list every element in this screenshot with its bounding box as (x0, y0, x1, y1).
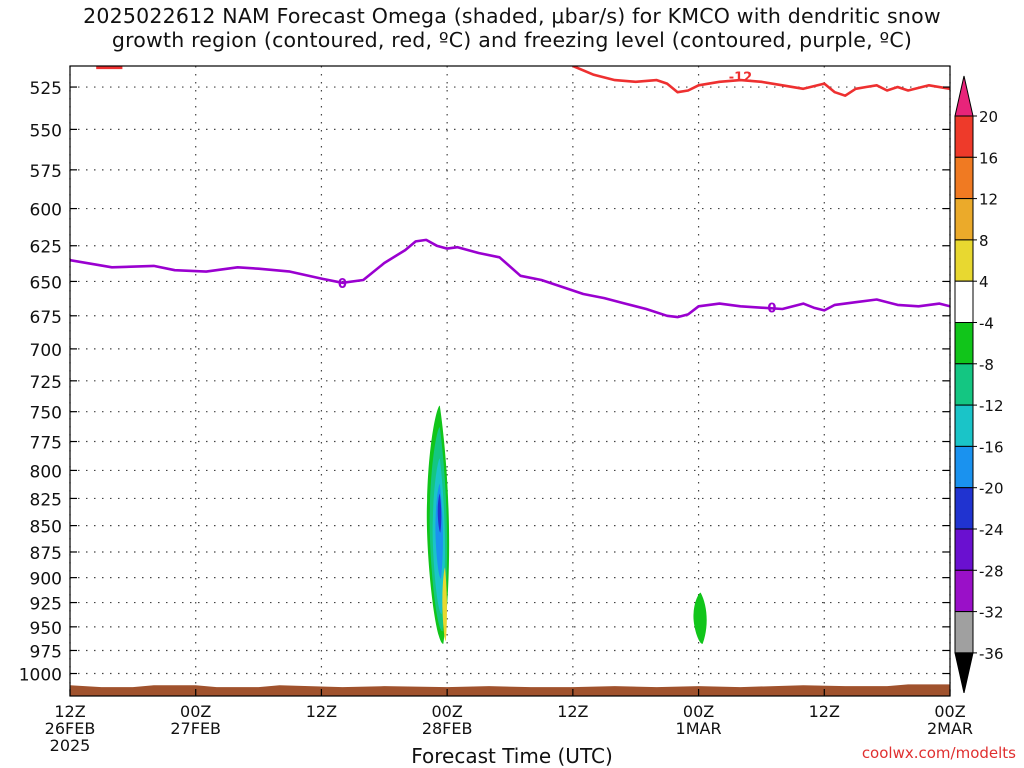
x-tick-label: 28FEB (422, 719, 473, 738)
chart-title: 2025022612 NAM Forecast Omega (shaded, μ… (0, 4, 1024, 52)
colorbar-tick-label: -8 (979, 356, 994, 374)
y-tick-label: 600 (30, 201, 62, 221)
colorbar-segment (954, 156, 974, 200)
y-tick-label: 750 (30, 404, 62, 424)
x-tick-label: 00Z (180, 702, 211, 721)
x-tick-label: 2MAR (927, 719, 973, 738)
x-tick-label: 12Z (557, 702, 588, 721)
colorbar-segment (954, 611, 974, 654)
y-tick-label: 725 (30, 373, 62, 393)
x-tick-label: 2025 (50, 736, 91, 755)
colorbar-tick-label: -24 (979, 521, 1004, 539)
x-tick-label: 00Z (934, 702, 965, 721)
colorbar-segment (954, 322, 974, 365)
colorbar-tick-label: -4 (979, 315, 994, 333)
x-tick-label: 27FEB (170, 719, 221, 738)
freezing-level-contour (70, 238, 950, 319)
colorbar-tick-label: 16 (979, 149, 998, 167)
x-tick-label: 00Z (683, 702, 714, 721)
y-tick-label: 575 (30, 162, 62, 182)
colorbar-segment (954, 445, 974, 489)
colorbar-tick-label: 12 (979, 191, 998, 209)
x-axis-label: Forecast Time (UTC) (411, 744, 613, 768)
x-tick-label: 26FEB (45, 719, 96, 738)
terrain (70, 684, 950, 696)
omega-contour-fill (437, 493, 442, 533)
colorbar-segment (954, 280, 974, 324)
colorbar-tick-label: -20 (979, 480, 1004, 498)
dgz-label: -12 (729, 71, 753, 86)
freezing-level-label: 0 (767, 302, 776, 317)
colorbar-tick-label: 20 (979, 108, 998, 126)
y-tick-label: 650 (30, 273, 62, 293)
colorbar-segment (954, 198, 974, 241)
contours (70, 66, 950, 319)
y-tick-label: 675 (30, 308, 62, 328)
dgz-contour (572, 66, 950, 97)
colorbar-tick-label: 4 (979, 273, 989, 291)
y-tick-label: 775 (30, 434, 62, 454)
colorbar-segment (954, 239, 974, 282)
omega-contour-fill (442, 567, 447, 642)
omega-contour-fill (435, 483, 443, 579)
chart-title-line-2: growth region (contoured, red, ºC) and f… (111, 28, 913, 52)
colorbar-segment (954, 487, 974, 530)
terrain-fill (70, 684, 950, 696)
axes: 525 550 575 600 625 650 675 700 725 750 775 800 825 8… (19, 65, 973, 755)
y-tick-label: 1000 (19, 666, 62, 686)
y-tick-label: 975 (30, 642, 62, 662)
omega-contour-fill (693, 592, 707, 644)
colorbar-bottom-triangle (954, 652, 974, 694)
grid (69, 66, 951, 696)
y-tick-label: 875 (30, 544, 62, 564)
colorbar-tick-label: -16 (979, 438, 1004, 456)
colorbar-segment (954, 404, 974, 447)
y-tick-label: 925 (30, 595, 62, 615)
colorbar-segment (954, 115, 974, 158)
colorbar-tick-label: -12 (979, 397, 1004, 415)
credit-text: coolwx.com/modelts (861, 744, 1016, 762)
colorbar-segment (954, 363, 974, 406)
colorbar-tick-label: 8 (979, 232, 989, 250)
colorbar-top-triangle (954, 75, 974, 117)
y-tick-label: 700 (30, 341, 62, 361)
contour-labels: 0 0 -12 (338, 71, 777, 317)
y-tick-label: 550 (30, 121, 62, 141)
colorbar: 20 16 12 8 4 -4 -8 -12 -16 -20 -24 -28 -32 -36 (954, 75, 1004, 694)
chart-title-line-1: 2025022612 NAM Forecast Omega (shaded, μ… (83, 4, 941, 28)
colorbar-tick-label: -36 (979, 645, 1004, 663)
y-tick-label: 825 (30, 490, 62, 510)
y-tick-label: 950 (30, 619, 62, 639)
colorbar-tick-label: -32 (979, 604, 1004, 622)
y-tick-label: 625 (30, 238, 62, 258)
colorbar-tick-label: -28 (979, 562, 1004, 580)
colorbar-segment (954, 569, 974, 613)
freezing-level-label: 0 (338, 277, 347, 292)
x-tick-label: 12Z (306, 702, 337, 721)
x-tick-label: 12Z (54, 702, 85, 721)
y-tick-label: 800 (30, 462, 62, 482)
x-tick-label: 00Z (431, 702, 462, 721)
x-tick-label: 1MAR (676, 719, 722, 738)
y-tick-label: 850 (30, 518, 62, 538)
omega-shading (426, 405, 707, 644)
y-tick-label: 525 (30, 79, 62, 99)
colorbar-segment (954, 528, 974, 571)
y-tick-label: 900 (30, 570, 62, 590)
x-tick-label: 12Z (809, 702, 840, 721)
